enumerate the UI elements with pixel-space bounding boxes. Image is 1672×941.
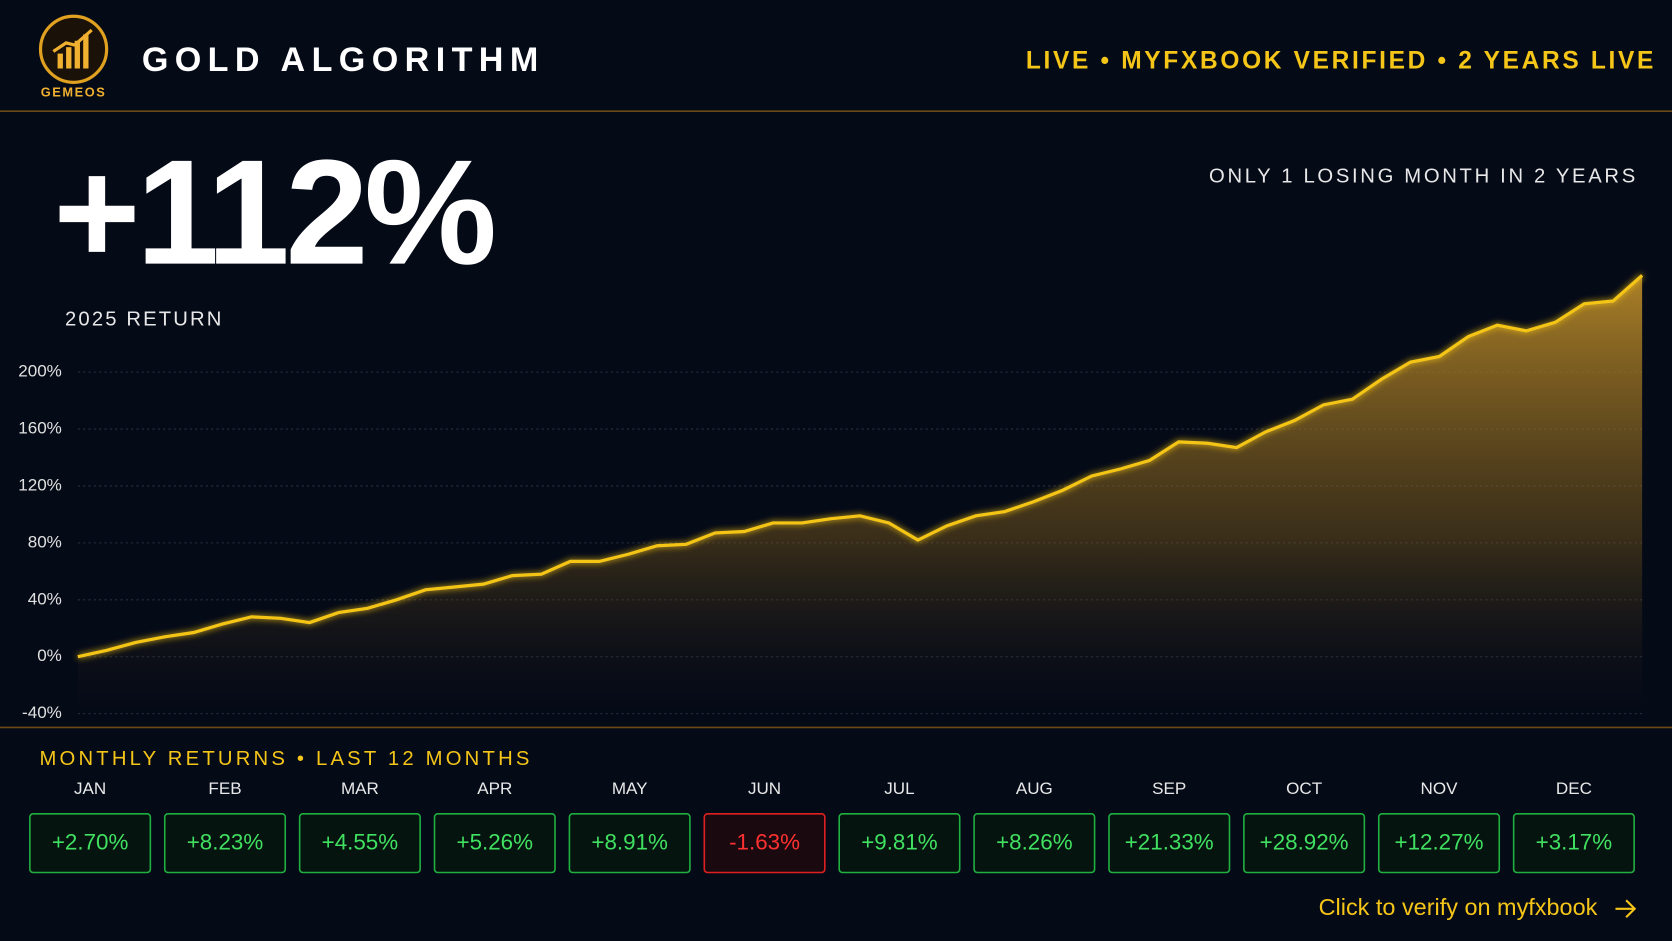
y-tick-label: 160% xyxy=(18,419,62,438)
area xyxy=(77,275,1643,714)
month-card xyxy=(838,813,961,874)
month-label: AUG xyxy=(1016,779,1053,798)
caption: 2025 RETURN xyxy=(65,309,224,331)
month-value: +9.81% xyxy=(861,830,938,855)
month-label: JAN xyxy=(74,779,106,798)
month-card xyxy=(433,813,556,874)
month-label: MAR xyxy=(341,779,379,798)
month-card xyxy=(163,813,287,874)
y-tick-label: 80% xyxy=(28,532,62,551)
month-label: OCT xyxy=(1286,779,1323,798)
month-value: +8.91% xyxy=(591,830,668,855)
logo: GEMEOS xyxy=(38,14,109,99)
month-card xyxy=(298,813,421,874)
month-value: -1.63% xyxy=(729,830,800,855)
monthly-title: MONTHLY RETURNS • LAST 12 MONTHS xyxy=(39,748,532,770)
line xyxy=(77,274,1644,659)
month-card xyxy=(568,813,691,874)
status: LIVE • MYFXBOOK VERIFIED • 2 YEARS LIVE xyxy=(1026,48,1656,75)
month-label: SEP xyxy=(1152,779,1186,798)
month-value: +2.70% xyxy=(52,830,129,855)
y-tick-label: -40% xyxy=(22,703,62,722)
title: GOLD ALGORITHM xyxy=(142,41,545,79)
month-label: MAY xyxy=(612,779,648,798)
logo-text: GEMEOS xyxy=(41,84,107,99)
month-value: +12.27% xyxy=(1395,830,1484,855)
month-label: JUL xyxy=(884,779,914,798)
y-tick-label: 200% xyxy=(18,362,62,381)
month-value: +5.26% xyxy=(457,830,534,855)
month-label: FEB xyxy=(208,779,241,798)
month-card xyxy=(973,813,1096,874)
logo-ring xyxy=(38,14,109,84)
headline: +112% xyxy=(53,129,493,296)
month-card xyxy=(29,813,152,874)
month-value: +8.23% xyxy=(187,830,264,855)
y-tick-label: 40% xyxy=(28,589,62,608)
month-card xyxy=(1377,813,1501,874)
month-value: +3.17% xyxy=(1536,830,1613,855)
month-value: +21.33% xyxy=(1125,830,1214,855)
month-label: JUN xyxy=(748,779,781,798)
month-value: +28.92% xyxy=(1260,830,1349,855)
y-tick-label: 120% xyxy=(18,475,62,494)
month-label: APR xyxy=(477,779,512,798)
month-card xyxy=(703,813,826,874)
y-tick-label: 0% xyxy=(37,646,62,665)
month-card xyxy=(1243,813,1366,874)
month-card xyxy=(1108,813,1231,874)
month-label: NOV xyxy=(1421,779,1459,798)
month-value: +4.55% xyxy=(322,830,399,855)
month-value: +8.26% xyxy=(996,830,1073,855)
month-card xyxy=(1512,813,1635,874)
note: ONLY 1 LOSING MONTH IN 2 YEARS xyxy=(1209,166,1638,188)
month-label: DEC xyxy=(1556,779,1592,798)
arrow-icon xyxy=(1615,899,1637,919)
verify-link[interactable]: Click to verify on myfxbook xyxy=(1319,894,1598,920)
